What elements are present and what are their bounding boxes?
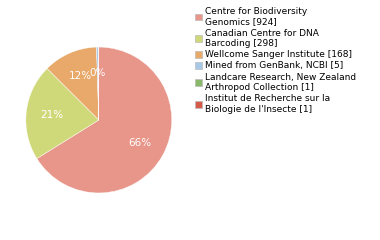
Wedge shape: [98, 47, 99, 120]
Wedge shape: [47, 47, 99, 120]
Text: 12%: 12%: [68, 72, 92, 82]
Text: 0%: 0%: [90, 68, 106, 78]
Text: 21%: 21%: [40, 110, 63, 120]
Text: 66%: 66%: [129, 138, 152, 148]
Wedge shape: [37, 47, 172, 193]
Wedge shape: [26, 68, 99, 159]
Legend: Centre for Biodiversity
Genomics [924], Canadian Centre for DNA
Barcoding [298],: Centre for Biodiversity Genomics [924], …: [195, 7, 356, 114]
Wedge shape: [97, 47, 99, 120]
